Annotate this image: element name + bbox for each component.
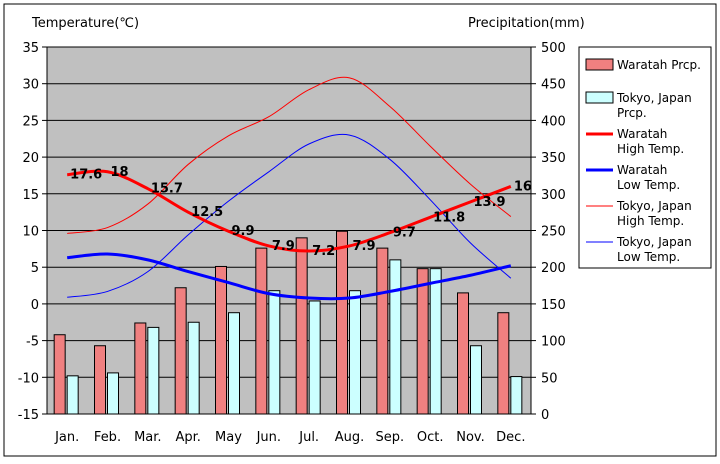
data-label: 12.5 [191,205,223,220]
left-axis-tick-label: -15 [18,408,39,423]
bar-tokyo-prcp [107,372,119,415]
legend-swatch [585,58,614,71]
x-axis-tick-label: Mar. [134,430,161,445]
right-axis-tick-label: 50 [541,371,558,386]
legend-label: Tokyo, Japan [616,235,692,249]
data-label: 16 [514,179,532,194]
left-axis-title: Temperature(℃) [31,16,139,31]
right-axis-tick-label: 450 [541,78,566,93]
left-axis-tick-label: -10 [18,371,39,386]
bar-tokyo-prcp [66,375,79,415]
bar-waratah-prcp [215,265,227,415]
data-label: 17.6 [70,168,102,183]
right-axis-tick-label: 350 [541,151,566,166]
x-axis-tick-label: Apr. [175,430,200,445]
x-axis-tick-label: May [215,430,242,445]
left-axis-tick-label: 35 [22,41,39,56]
right-axis-tick-label: 400 [541,114,566,129]
left-axis-tick-label: 25 [22,114,39,129]
x-axis-tick-label: Oct. [417,430,444,445]
legend-box [578,46,712,269]
left-axis-tick-label: 10 [22,225,39,240]
x-axis-tick-label: Sep. [376,430,405,445]
bar-tokyo-prcp [349,290,361,415]
left-axis-tick-label: 15 [22,188,39,203]
plot-border [46,46,532,415]
outer-frame [3,3,717,457]
right-axis-tick-label: 150 [541,298,566,313]
legend-label: Low Temp. [617,250,680,264]
right-axis-tick-label: 250 [541,225,566,240]
legend-label: Tokyo, Japan [616,199,692,213]
legend-label: Waratah Prcp. [617,58,701,72]
bar-tokyo-prcp [228,312,240,415]
x-axis-tick-label: Feb. [94,430,121,445]
left-axis-tick-label: 5 [31,261,39,276]
x-axis-tick-label: Jul. [298,430,319,445]
bar-tokyo-prcp [470,345,482,415]
bar-waratah-prcp [336,230,348,415]
tokyo-japan-low-temp-line [67,133,512,298]
right-axis-tick-label: 0 [541,408,549,423]
legend-label: Waratah [617,127,667,141]
waratah-low-temp-line [67,252,512,301]
right-axis-tick-label: 100 [541,335,566,350]
bar-waratah-prcp [295,237,308,415]
bar-tokyo-prcp [389,259,402,415]
bar-tokyo-prcp [147,326,160,415]
legend-label: Low Temp. [617,178,680,192]
legend-label: Waratah [617,163,667,177]
data-label: 9.9 [232,224,255,239]
bar-waratah-prcp [457,292,469,415]
legend-label: Tokyo, Japan [616,91,692,105]
data-label: 9.7 [393,226,416,241]
bar-waratah-prcp [134,322,147,415]
left-axis-tick-label: 20 [22,151,39,166]
bar-tokyo-prcp [268,290,281,415]
right-axis-tick-label: 300 [541,188,566,203]
bar-waratah-prcp [53,334,66,415]
data-label: 13.9 [474,195,506,210]
x-axis-tick-label: Aug. [335,430,365,445]
bar-tokyo-prcp [429,268,442,415]
left-axis-tick-label: 30 [22,78,39,93]
x-axis-tick-label: Dec. [496,430,525,445]
data-label: 18 [111,165,129,180]
waratah-high-temp-line [67,169,512,253]
left-axis-tick-label: 0 [31,298,39,313]
legend-label: High Temp. [617,214,684,228]
bar-waratah-prcp [416,268,429,415]
x-axis-tick-label: Jun. [256,430,281,445]
tokyo-japan-high-temp-line [67,76,512,234]
bar-waratah-prcp [497,312,510,415]
data-label: 7.9 [272,239,295,254]
bar-tokyo-prcp [308,300,321,415]
data-label: 15.7 [151,182,183,197]
legend-label: Prcp. [617,106,647,120]
legend: Waratah Prcp.Tokyo, JapanPrcp.WaratahHig… [578,46,712,269]
right-axis-tick-label: 500 [541,41,566,56]
left-axis-tick-label: -5 [26,335,39,350]
right-axis-title: Precipitation(mm) [468,16,585,31]
bar-waratah-prcp [255,247,268,415]
x-axis-tick-label: Nov. [456,430,485,445]
plot-area: -15-10-505101520253035050100150200250300… [18,41,566,445]
data-label: 7.9 [353,239,376,254]
bar-waratah-prcp [376,247,389,415]
legend-swatch [585,91,614,104]
x-axis-tick-label: Jan. [54,430,79,445]
bar-waratah-prcp [94,345,106,415]
bar-tokyo-prcp [187,321,200,415]
bar-tokyo-prcp [510,376,523,415]
bar-waratah-prcp [174,287,187,415]
data-label: 11.8 [433,210,465,225]
legend-label: High Temp. [617,142,684,156]
right-axis-tick-label: 200 [541,261,566,276]
data-label: 7.2 [312,244,335,259]
